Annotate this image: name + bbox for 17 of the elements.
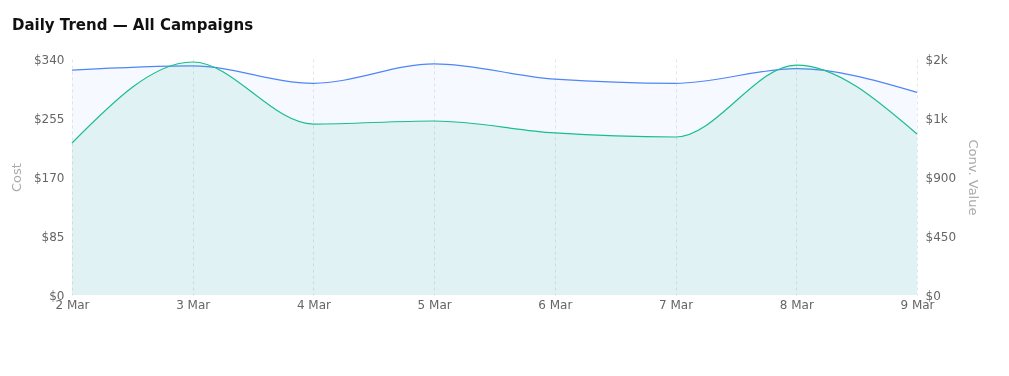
x-tick-label: 3 Mar: [176, 297, 211, 312]
y-tick-label: $255: [33, 111, 65, 126]
y-tick-label: $170: [33, 170, 65, 185]
y2-tick-label: $450: [925, 229, 957, 244]
chart-title: Daily Trend — All Campaigns: [12, 16, 254, 34]
y2-tick-label: $2k: [925, 52, 948, 67]
x-tick-label: 4 Mar: [296, 297, 332, 312]
y2-tick-label: $1k: [925, 111, 948, 126]
x-tick-label: 8 Mar: [779, 297, 814, 312]
y-tick-label: $85: [41, 229, 65, 244]
y-tick-label: $340: [33, 52, 65, 67]
y2-tick-label: $900: [925, 170, 957, 185]
x-tick-label: 5 Mar: [417, 297, 452, 312]
y2-axis-title: Conv. Value: [966, 139, 982, 216]
x-tick-label: 7 Mar: [659, 297, 694, 312]
y-axis-title: Cost: [8, 163, 24, 192]
x-tick-label: 6 Mar: [538, 297, 573, 312]
